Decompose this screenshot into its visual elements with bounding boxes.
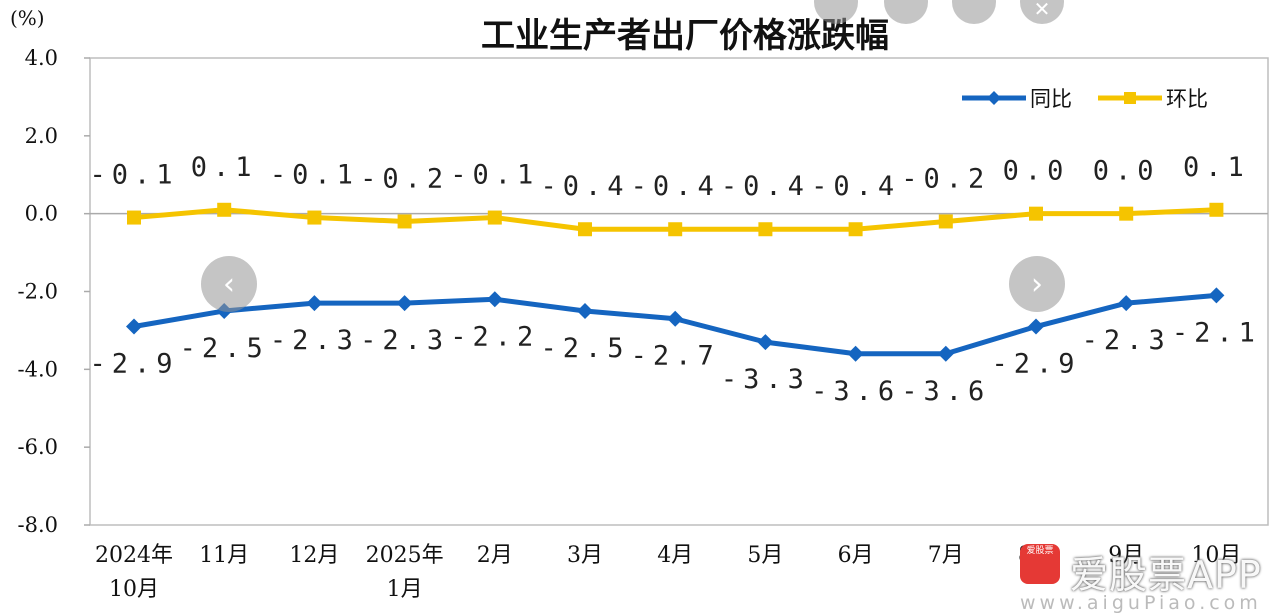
y-tick-label: -8.0	[18, 513, 59, 537]
legend-label: 环比	[1166, 87, 1208, 111]
x-tick-label: 2024年	[95, 543, 173, 568]
x-tick-label: 7月	[928, 543, 964, 568]
data-point-diamond	[847, 345, 864, 362]
data-point-diamond	[126, 318, 142, 335]
y-tick-label: 4.0	[25, 46, 58, 70]
data-label: -0.1	[89, 160, 178, 191]
x-tick-label: 2月	[477, 543, 513, 568]
y-tick-label: 0.0	[25, 202, 58, 226]
x-tick-label: 10月	[109, 577, 159, 602]
chevron-right-icon: ›	[1031, 266, 1043, 302]
data-point-diamond	[1208, 287, 1225, 304]
data-label: -3.6	[901, 376, 990, 407]
data-label: -2.9	[89, 349, 178, 380]
chevron-left-icon: ‹	[223, 266, 235, 302]
x-tick-label: 2025年	[366, 543, 444, 568]
data-point-square	[1029, 206, 1043, 221]
data-label: -3.6	[811, 376, 900, 407]
y-tick-label: -4.0	[18, 357, 59, 381]
legend-marker	[987, 91, 1001, 105]
data-label: -2.3	[1082, 325, 1171, 356]
data-point-diamond	[667, 310, 684, 327]
data-label: -0.2	[360, 163, 449, 194]
data-point-diamond	[937, 345, 954, 362]
data-point-diamond	[757, 334, 774, 351]
data-label: -0.2	[901, 163, 990, 194]
data-point-square	[307, 210, 322, 225]
y-tick-label: 2.0	[25, 124, 58, 148]
data-point-square	[1209, 202, 1224, 217]
data-label: 0.0	[1093, 156, 1160, 187]
data-label: -2.5	[180, 333, 269, 364]
data-point-square	[578, 222, 592, 237]
data-label: -0.1	[270, 160, 359, 191]
chart-title: 工业生产者出厂价格涨跌幅	[481, 16, 889, 56]
data-label: -2.1	[1172, 317, 1261, 348]
data-point-diamond	[1028, 318, 1044, 335]
data-point-diamond	[577, 302, 593, 319]
data-point-square	[397, 214, 412, 229]
watermark-url: www.aiguPiao.com	[1020, 592, 1262, 614]
data-point-diamond	[1118, 295, 1135, 312]
data-label: -2.3	[360, 325, 449, 356]
watermark: 爱股票 爱股票APP www.aiguPiao.com	[1020, 538, 1280, 614]
legend-marker	[1124, 92, 1136, 104]
y-tick-label: -6.0	[18, 435, 59, 459]
watermark-app-name: 爱股票APP	[1070, 553, 1262, 597]
data-label: 0.1	[1183, 152, 1250, 183]
data-label: -2.2	[450, 321, 539, 352]
data-point-square	[758, 222, 773, 237]
data-point-diamond	[306, 295, 323, 312]
x-tick-label: 12月	[289, 543, 339, 568]
data-point-square	[127, 210, 141, 225]
data-label: -0.4	[631, 171, 720, 202]
data-label: -0.4	[721, 171, 810, 202]
data-label: -0.4	[540, 171, 629, 202]
data-label: -2.7	[631, 341, 720, 372]
data-label: 0.0	[1003, 156, 1070, 187]
next-image-button[interactable]: ›	[1009, 256, 1065, 312]
data-point-diamond	[396, 295, 413, 312]
data-point-square	[217, 202, 232, 217]
data-label: 0.1	[191, 152, 258, 183]
data-point-square	[1119, 206, 1134, 221]
watermark-logo: 爱股票	[1020, 544, 1060, 584]
data-point-square	[848, 222, 863, 237]
data-label: -0.1	[450, 160, 539, 191]
x-tick-label: 3月	[567, 543, 603, 568]
data-point-square	[668, 222, 683, 237]
x-tick-label: 4月	[657, 543, 693, 568]
close-button[interactable]: ✕	[1020, 0, 1064, 24]
data-label: -2.9	[991, 349, 1080, 380]
x-tick-label: 11月	[199, 543, 249, 568]
prev-image-button[interactable]: ‹	[201, 256, 257, 312]
data-label: -0.4	[811, 171, 900, 202]
data-point-square	[487, 210, 502, 225]
x-tick-label: 10月	[1191, 543, 1241, 568]
x-tick-label: 6月	[838, 543, 874, 568]
x-tick-label: 9月	[1108, 543, 1144, 568]
x-tick-label: 5月	[747, 543, 783, 568]
plot-frame	[89, 57, 1269, 526]
data-label: -2.5	[540, 333, 629, 364]
y-tick-label: -2.0	[18, 280, 59, 304]
data-point-diamond	[486, 291, 503, 308]
y-axis-unit: (%)	[10, 6, 45, 30]
data-label: -2.3	[270, 325, 359, 356]
close-icon: ✕	[1033, 0, 1051, 21]
data-point-square	[938, 214, 953, 229]
legend-label: 同比	[1030, 87, 1072, 111]
data-label: -3.3	[721, 364, 810, 395]
x-tick-label: 1月	[387, 577, 423, 602]
